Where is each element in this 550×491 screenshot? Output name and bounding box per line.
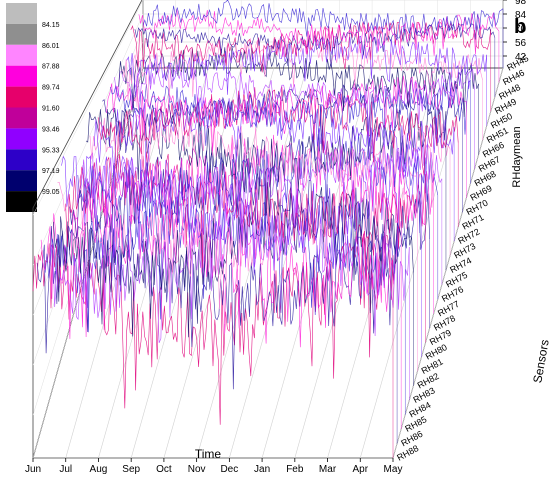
legend-swatch [6, 191, 37, 212]
sensor-series-line [65, 151, 426, 282]
x-axis-label: Time [195, 447, 222, 461]
x-tick-label: May [384, 464, 403, 475]
panel-label: b [514, 16, 526, 38]
sensor-series-line [57, 164, 418, 325]
sensor-series-line [89, 110, 451, 208]
legend-swatch [6, 44, 37, 66]
legend-level-label: 84.15 [42, 22, 60, 29]
sensor-series-line [118, 46, 479, 118]
x-tick-label: Aug [90, 464, 108, 475]
y-axis-ticks: 42 56 70 84 98 [503, 0, 527, 63]
x-tick-label: Nov [188, 464, 206, 475]
y-tick-label: 42 [515, 52, 527, 63]
y-axis-label: RHdaymean [511, 126, 523, 187]
x-tick-label: Apr [352, 464, 368, 475]
legend-swatch [6, 107, 37, 129]
legend-swatch [6, 86, 37, 108]
legend-level-label: 91.60 [42, 106, 60, 113]
sensor-series-line [138, 8, 500, 58]
sensor-series-line [81, 143, 443, 241]
x-tick-label: Jun [25, 464, 41, 475]
legend-level-label: 99.05 [42, 189, 60, 196]
sensor-series-line [97, 86, 459, 176]
sensor-series-line [142, 0, 504, 41]
sensor-series-line [106, 75, 467, 152]
x-tick-label: Sep [122, 464, 140, 475]
legend-level-label: 93.46 [42, 126, 60, 133]
x-tick-label: Mar [319, 464, 337, 475]
sensor-series-line [114, 64, 475, 142]
x-tick-label: Oct [156, 464, 172, 475]
legend-swatch [6, 65, 37, 87]
sensor-series-line [40, 195, 402, 348]
legend-swatch [6, 170, 37, 192]
sensor-series-line [110, 80, 471, 152]
legend-level-label: 97.19 [42, 168, 60, 175]
legend-level-label: 95.33 [42, 147, 60, 154]
x-tick-label: Dec [220, 464, 238, 475]
y-tick-label: 98 [515, 0, 527, 7]
sensor-series-line [102, 83, 463, 158]
legend-swatch [6, 149, 37, 171]
sensor-series-line [77, 133, 439, 258]
sensor-series-line [122, 37, 483, 107]
y-tick-label: 84 [515, 10, 527, 21]
color-scale-legend: 84.15 86.01 87.88 89.74 91.60 93.46 95.33 97.19… [6, 3, 60, 212]
sensor-series-line [32, 235, 394, 425]
x-tick-label: Feb [286, 464, 304, 475]
legend-swatch [6, 3, 37, 24]
legend-level-label: 86.01 [42, 43, 60, 50]
legend-level-label: 87.88 [42, 64, 60, 71]
sensor-series-line [44, 194, 406, 333]
sensor-series [32, 0, 504, 425]
x-tick-label: Jul [59, 464, 72, 475]
sensor-series-line [126, 35, 487, 98]
sensor-axis-label: Sensors [530, 338, 550, 384]
series-drop-lines [392, 8, 504, 458]
y-tick-label: 70 [515, 24, 527, 35]
legend-swatch [6, 23, 37, 45]
sensor-series-line [36, 225, 398, 390]
y-tick-label: 56 [515, 38, 527, 49]
legend-swatch [6, 128, 37, 150]
x-axis-ticks: Jun Jul Aug Sep Oct Nov Dec Jan Feb Mar Apr May [25, 458, 403, 475]
legend-level-label: 89.74 [42, 85, 60, 92]
sensor-series-line [134, 23, 496, 68]
x-tick-label: Jan [254, 464, 270, 475]
